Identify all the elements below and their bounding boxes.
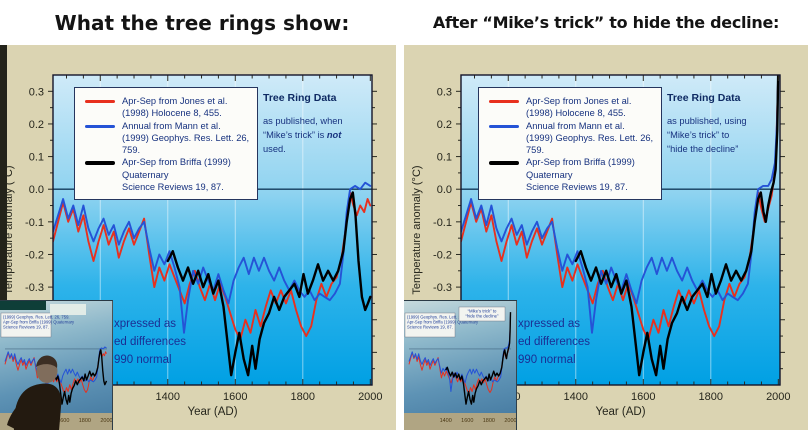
svg-text:-0.1: -0.1 <box>25 217 44 229</box>
svg-text:0.2: 0.2 <box>29 119 44 131</box>
series-line-1 <box>461 75 780 334</box>
svg-text:2000: 2000 <box>358 391 382 403</box>
svg-text:-0.1: -0.1 <box>433 217 452 229</box>
inset-legend-text: (1999) Geophys. Res. Lett. 26, 759. <box>407 315 474 320</box>
legend-item-jones: Apr-Sep from Jones et al. (1998) Holocene… <box>489 95 656 120</box>
annotation-left: Tree Ring Data as published, when “Mike’… <box>263 92 343 154</box>
svg-text:0.1: 0.1 <box>29 152 44 164</box>
series-line-2 <box>574 75 780 377</box>
y-axis-title: Temperature anomaly (°C) <box>411 165 423 294</box>
panel-title-right: After “Mike’s trick” to hide the decline… <box>432 13 780 32</box>
inset-x-tick-label: 1400 <box>440 418 452 424</box>
legend-item-briffa: Apr-Sep from Briffa (1999) Quaternary Sci… <box>489 156 656 193</box>
svg-text:1600: 1600 <box>631 391 655 403</box>
inset-projected-chart-right: 1400 1600 1800 2000 (1999) Geophys. Res. Let… <box>404 306 516 430</box>
inset-x-tick-label: 2000 <box>504 418 516 424</box>
inset-axis-strip <box>404 413 516 430</box>
inset-legend-box <box>404 312 456 338</box>
plot-border <box>460 74 781 386</box>
inset-series-line-2 <box>445 312 512 405</box>
chart-legend-left: Apr-Sep from Jones et al. (1998) Holocene… <box>74 87 258 201</box>
inset-x-tick-label: 1600 <box>461 418 473 424</box>
svg-text:1400: 1400 <box>564 391 588 403</box>
inset-slide-label-box <box>50 304 86 315</box>
video-inset-screen: 1400 1600 1800 2000 (1999) Geophys. Res. Let… <box>404 300 517 430</box>
red-line-swatch <box>489 100 519 104</box>
inset-series-line-0 <box>4 349 107 394</box>
inset-legend-box <box>0 312 52 338</box>
annotation-right: Tree Ring Data as published, using “Mike… <box>667 92 747 154</box>
svg-text:-0.3: -0.3 <box>433 282 452 294</box>
inset-x-tick-label: 1600 <box>57 418 69 424</box>
slide-right: 0.30.20.10.0-0.1-0.2-0.31200140016001800… <box>404 45 808 430</box>
legend-item-jones: Apr-Sep from Jones et al. (1998) Holocene… <box>85 95 252 120</box>
svg-text:-0.2: -0.2 <box>433 249 452 261</box>
inset-note-text: “hide the decline” <box>466 314 500 319</box>
svg-text:0.3: 0.3 <box>437 86 452 98</box>
inset-caption-banner <box>0 301 46 310</box>
inset-legend-text: Science Reviews 19, 87. <box>3 325 49 330</box>
svg-text:0.0: 0.0 <box>29 184 44 196</box>
svg-text:1600: 1600 <box>223 391 247 403</box>
panel-mikes-trick: After “Mike’s trick” to hide the decline… <box>404 0 808 430</box>
inset-series-line-1 <box>408 313 511 392</box>
slide-left: 0.30.20.10.0-0.1-0.2-0.31200140016001800… <box>0 45 396 430</box>
svg-text:-0.3: -0.3 <box>25 282 44 294</box>
series-line-0 <box>53 191 372 341</box>
occluded-slide-text-left: xpressed as ed differences 990 normal <box>114 318 187 366</box>
chart-legend-right: Apr-Sep from Jones et al. (1998) Holocene… <box>478 87 662 201</box>
x-axis-title: Year (AD) <box>595 406 645 418</box>
svg-text:2000: 2000 <box>766 391 790 403</box>
x-axis-title: Year (AD) <box>187 406 237 418</box>
inset-legend-text: Apr-Sep from Briffa (1999) Quaternary <box>3 320 75 325</box>
series-line-2 <box>166 191 372 377</box>
svg-text:1800: 1800 <box>291 391 315 403</box>
svg-text:1800: 1800 <box>699 391 723 403</box>
legend-item-briffa: Apr-Sep from Briffa (1999) Quaternary Sci… <box>85 156 252 193</box>
black-line-swatch <box>489 161 519 165</box>
black-line-swatch <box>85 161 115 165</box>
svg-text:1400: 1400 <box>156 391 180 403</box>
inset-legend-text: (1999) Geophys. Res. Lett. 26, 759. <box>3 315 70 320</box>
inset-legend-text: Science Reviews 19, 87. <box>407 325 453 330</box>
inset-note-text: “Mike’s trick” to <box>468 308 497 313</box>
svg-text:0.3: 0.3 <box>29 86 44 98</box>
panel-tree-rings: What the tree rings show: 0.3 0.2 0.1 0.0 -0… <box>0 10 396 430</box>
y-axis-title: Temperature anomaly (°C) <box>3 165 15 294</box>
inset-x-tick-label: 2000 <box>100 418 112 424</box>
presenter-silhouette <box>7 355 62 430</box>
video-edge-strip <box>0 45 7 430</box>
red-line-swatch <box>85 100 115 104</box>
occluded-slide-text-right: xpressed as ed differences 990 normal <box>518 318 591 366</box>
inset-x-tick-label: 1800 <box>483 418 495 424</box>
inset-legend-text: Apr-Sep from Briffa (1999) Quaternary <box>407 320 479 325</box>
panel-title-left: What the tree rings show: <box>54 10 350 35</box>
svg-text:-0.2: -0.2 <box>25 249 44 261</box>
blue-line-swatch <box>489 124 519 128</box>
inset-note-box <box>458 306 506 322</box>
plot-border <box>52 74 373 386</box>
svg-text:0.0: 0.0 <box>437 184 452 196</box>
axis-tick-labels: 0.30.20.10.0-0.1-0.2-0.31200140016001800… <box>433 86 791 403</box>
svg-text:0.1: 0.1 <box>437 152 452 164</box>
svg-text:0.2: 0.2 <box>437 119 452 131</box>
blue-line-swatch <box>85 124 115 128</box>
inset-x-tick-label: 1800 <box>79 418 91 424</box>
legend-item-mann: Annual from Mann et al. (1999) Geophys. R… <box>489 120 656 157</box>
legend-item-mann: Annual from Mann et al. (1999) Geophys. R… <box>85 120 252 157</box>
